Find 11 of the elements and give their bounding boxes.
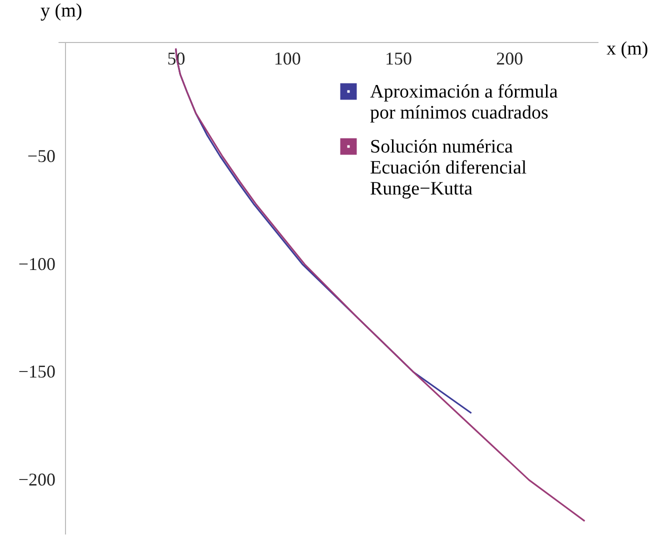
legend-label: Aproximación a fórmula por mínimos cuadrados bbox=[370, 82, 558, 124]
y-tick-label: −100 bbox=[18, 254, 56, 274]
y-tick-label: −150 bbox=[18, 362, 56, 382]
x-tick-label: 150 bbox=[385, 48, 412, 68]
x-tick-label: 100 bbox=[274, 48, 301, 68]
y-axis-title: y (m) bbox=[40, 0, 82, 22]
x-tick-label: 200 bbox=[496, 48, 524, 68]
x-axis-title: x (m) bbox=[606, 38, 648, 60]
y-tick-label: −50 bbox=[27, 146, 56, 166]
legend-label: Solución numérica Ecuación diferencial Runge−Kutta bbox=[370, 136, 527, 200]
y-tick-label: −200 bbox=[18, 470, 56, 490]
